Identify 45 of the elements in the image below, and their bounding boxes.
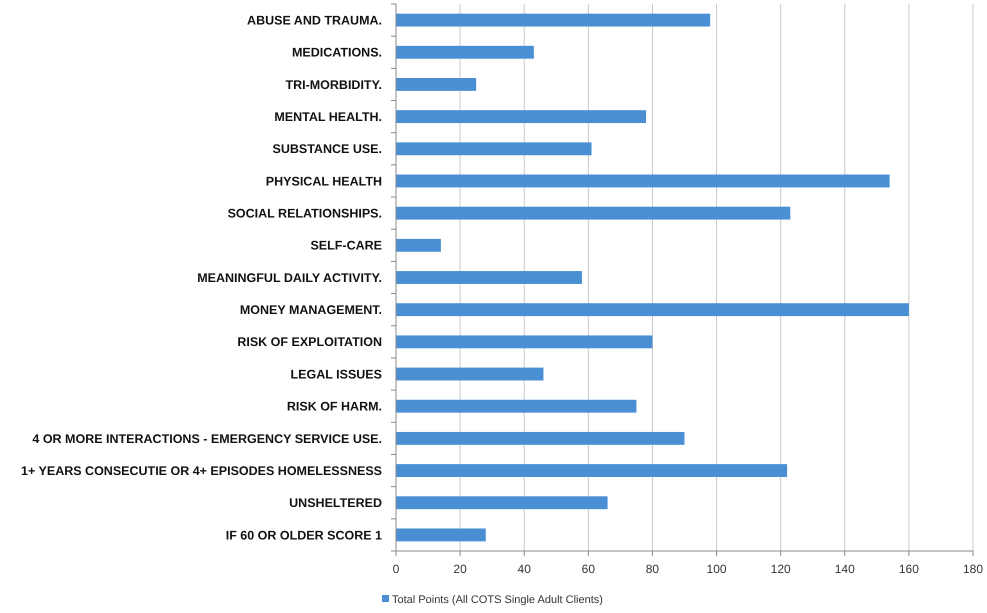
y-tick-label: RISK OF HARM. [286,400,382,414]
y-tick-label: SOCIAL RELATIONSHIPS. [228,206,382,221]
bar [396,303,909,316]
y-tick-label: UNSHELTERED [289,496,382,510]
x-tick-label: 80 [646,562,660,576]
y-tick-label: IF 60 OR OLDER SCORE 1 [226,528,382,542]
bar [396,368,544,380]
legend-label: Total Points (All COTS Single Adult Clients) [392,594,603,606]
bar [396,110,646,124]
bar [396,46,534,59]
x-tick-label: 0 [392,562,400,576]
x-tick-label: 100 [706,562,727,576]
bar [396,271,582,284]
y-tick-label: RISK OF EXPLOITATION [237,335,382,350]
y-tick-label: ABUSE AND TRAUMA. [247,13,382,28]
bar [396,174,890,188]
y-tick-label: MEANINGFUL DAILY ACTIVITY. [197,270,382,285]
y-tick-label: SELF-CARE [310,238,382,253]
bar [396,496,608,510]
bar [396,432,684,445]
y-tick-label: MEDICATIONS. [292,46,382,60]
bar [396,142,592,156]
y-tick-label: LEGAL ISSUES [290,367,382,382]
y-tick-label: SUBSTANCE USE. [272,142,382,156]
x-tick-label: 140 [834,562,856,576]
y-tick-label: 1+ YEARS CONSECUTIE OR 4+ EPISODES HOMELESSNESS [21,464,382,478]
bar [396,335,652,348]
x-tick-label: 120 [770,562,791,576]
bar [396,78,476,91]
y-tick-label: MONEY MANAGEMENT. [240,303,382,318]
x-tick-label: 60 [582,562,596,576]
x-tick-label: 180 [962,562,984,576]
bar [396,206,790,220]
bar [396,400,636,413]
y-tick-label: PHYSICAL HEALTH [266,174,382,188]
bar [396,528,486,542]
y-tick-label: TRI-MORBIDITY. [285,78,382,92]
y-tick-label: 4 OR MORE INTERACTIONS - EMERGENCY SERVICE USE. [32,432,382,446]
x-tick-label: 160 [898,562,920,576]
bar [396,238,441,252]
x-tick-label: 20 [453,562,468,576]
bar [396,464,788,477]
y-tick-label: MENTAL HEALTH. [274,110,382,124]
x-tick-label: 40 [518,562,532,576]
bar [396,14,710,27]
